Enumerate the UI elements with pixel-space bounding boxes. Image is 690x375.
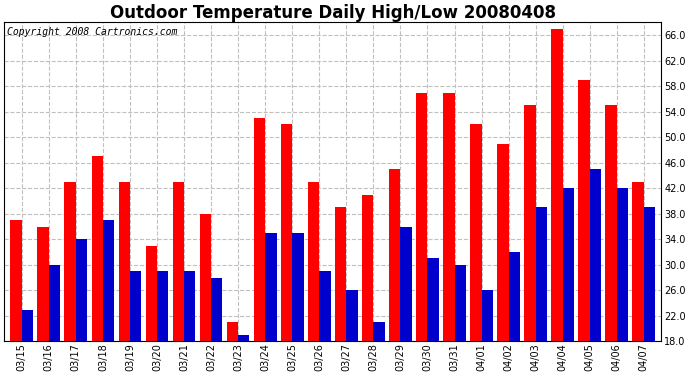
Bar xyxy=(172,182,184,342)
Bar xyxy=(308,182,319,342)
Bar xyxy=(119,182,130,342)
Bar xyxy=(470,124,482,342)
Bar xyxy=(578,80,590,342)
Bar xyxy=(535,207,547,342)
Bar xyxy=(49,265,60,342)
Bar xyxy=(64,182,76,342)
Bar xyxy=(373,322,385,342)
Bar xyxy=(157,271,168,342)
Bar xyxy=(443,93,455,342)
Bar xyxy=(37,226,49,342)
Bar xyxy=(211,278,222,342)
Bar xyxy=(103,220,115,342)
Bar xyxy=(482,290,493,342)
Bar xyxy=(633,182,644,342)
Bar xyxy=(227,322,238,342)
Bar xyxy=(92,156,103,342)
Bar xyxy=(293,233,304,342)
Bar xyxy=(362,195,373,342)
Bar xyxy=(617,188,628,342)
Bar xyxy=(130,271,141,342)
Bar xyxy=(184,271,195,342)
Text: Copyright 2008 Cartronics.com: Copyright 2008 Cartronics.com xyxy=(8,27,178,37)
Bar xyxy=(455,265,466,342)
Bar xyxy=(524,105,535,342)
Bar xyxy=(10,220,22,342)
Bar xyxy=(509,252,520,342)
Bar xyxy=(346,290,357,342)
Bar xyxy=(400,226,412,342)
Bar xyxy=(199,214,211,342)
Bar xyxy=(281,124,293,342)
Bar xyxy=(563,188,574,342)
Bar xyxy=(428,258,439,342)
Bar xyxy=(497,144,509,342)
Bar xyxy=(644,207,655,342)
Bar xyxy=(238,335,250,342)
Bar xyxy=(590,169,601,342)
Bar xyxy=(335,207,346,342)
Bar xyxy=(551,29,563,342)
Bar xyxy=(254,118,265,342)
Bar xyxy=(146,246,157,342)
Bar xyxy=(22,309,33,342)
Bar xyxy=(605,105,617,342)
Title: Outdoor Temperature Daily High/Low 20080408: Outdoor Temperature Daily High/Low 20080… xyxy=(110,4,556,22)
Bar xyxy=(389,169,400,342)
Bar xyxy=(76,239,87,342)
Bar xyxy=(265,233,277,342)
Bar xyxy=(416,93,428,342)
Bar xyxy=(319,271,331,342)
